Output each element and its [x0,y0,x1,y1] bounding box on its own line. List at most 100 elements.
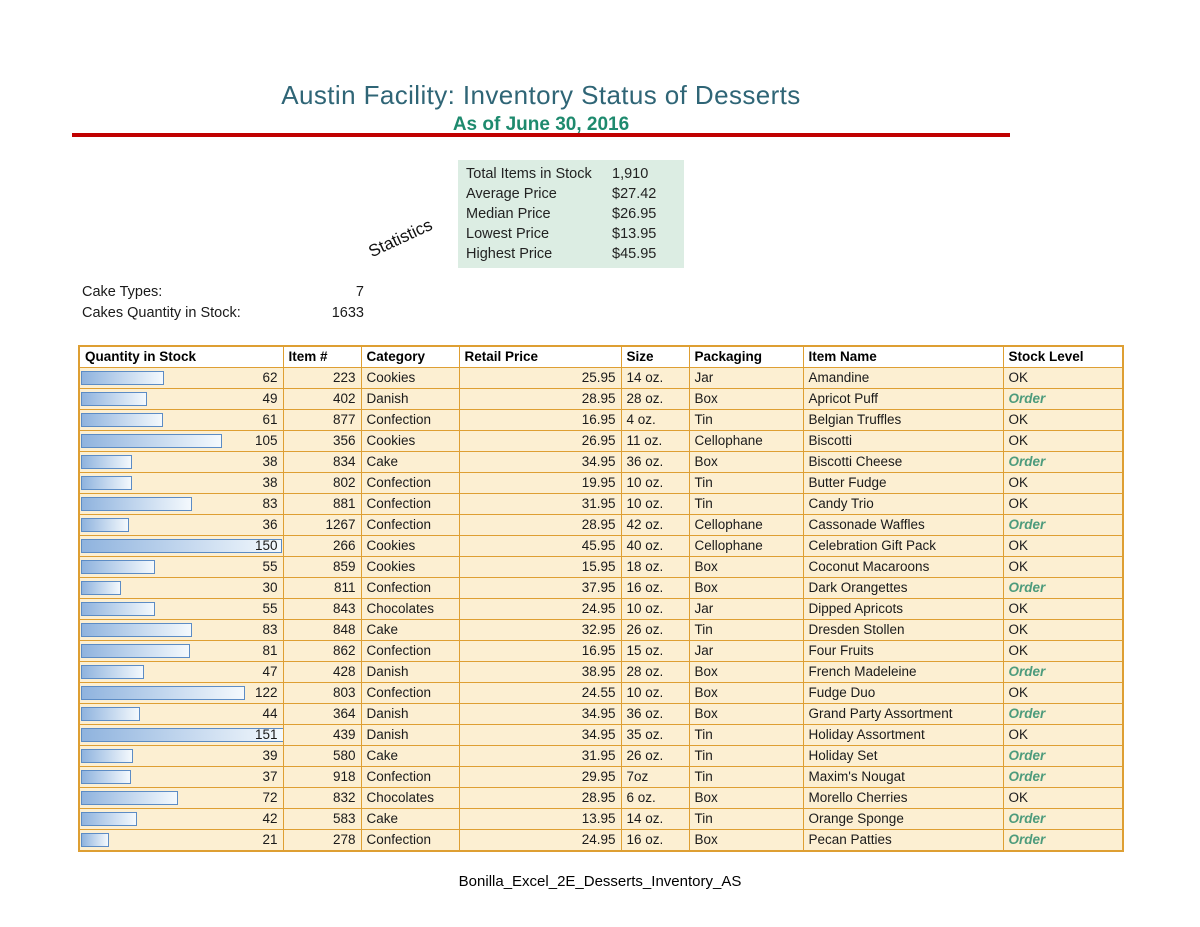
quantity-databar [81,833,110,847]
cell-stock-level: OK [1002,619,1124,641]
cell-retail-price: 29.95 [458,766,622,788]
stat-value: $45.95 [612,246,657,262]
column-header: Packaging [688,345,804,368]
cell-quantity: 83 [78,493,284,515]
cell-item-number: 834 [282,451,362,473]
cell-retail-price: 31.95 [458,745,622,767]
cell-item-number: 843 [282,598,362,620]
quantity-databar [81,644,190,658]
cell-stock-level: Order [1002,577,1124,599]
cell-size: 7oz [620,766,690,788]
cell-stock-level: Order [1002,808,1124,830]
cell-retail-price: 32.95 [458,619,622,641]
cell-item-name: Candy Trio [802,493,1004,515]
cell-item-number: 877 [282,409,362,431]
quantity-value: 39 [262,748,278,763]
cell-item-number: 811 [282,577,362,599]
table-row: 105 356 Cookies 26.95 11 oz. Cellophane Biscot… [78,430,1124,452]
cell-item-name: Celebration Gift Pack [802,535,1004,557]
cell-category: Danish [360,703,460,725]
table-row: 47 428 Danish 38.95 28 oz. Box French Madelein… [78,661,1124,683]
cell-size: 10 oz. [620,682,690,704]
quantity-value: 30 [262,580,278,595]
cell-size: 36 oz. [620,451,690,473]
cell-item-name: Dark Orangettes [802,577,1004,599]
table-row: 61 877 Confection 16.95 4 oz. Tin Belgian Truf… [78,409,1124,431]
cell-quantity: 105 [78,430,284,452]
summary-row: Cake Types: 7 [82,282,364,303]
cell-quantity: 62 [78,367,284,389]
cell-packaging: Box [688,577,804,599]
stat-row: Average Price $27.42 [466,184,676,204]
cell-item-number: 802 [282,472,362,494]
cell-size: 26 oz. [620,745,690,767]
cell-retail-price: 16.95 [458,409,622,431]
column-header: Quantity in Stock [78,345,284,368]
cell-size: 14 oz. [620,367,690,389]
cell-packaging: Box [688,787,804,809]
cell-size: 6 oz. [620,787,690,809]
cell-retail-price: 24.95 [458,598,622,620]
cell-item-number: 1267 [282,514,362,536]
cell-item-name: Biscotti Cheese [802,451,1004,473]
summary-value: 1633 [331,305,364,321]
cell-item-number: 580 [282,745,362,767]
cell-stock-level: OK [1002,682,1124,704]
cell-packaging: Jar [688,598,804,620]
cell-category: Cake [360,619,460,641]
cell-item-number: 223 [282,367,362,389]
cell-item-name: Maxim's Nougat [802,766,1004,788]
cell-size: 42 oz. [620,514,690,536]
cell-item-name: Coconut Macaroons [802,556,1004,578]
cell-packaging: Cellophane [688,430,804,452]
table-row: 81 862 Confection 16.95 15 oz. Jar Four Fruits… [78,640,1124,662]
cell-retail-price: 24.95 [458,829,622,852]
quantity-value: 105 [254,433,278,448]
quantity-value: 37 [262,769,278,784]
stat-label: Lowest Price [466,226,550,242]
cell-size: 28 oz. [620,661,690,683]
cell-size: 40 oz. [620,535,690,557]
column-header: Stock Level [1002,345,1124,368]
cell-packaging: Tin [688,745,804,767]
quantity-databar [81,665,144,679]
cell-item-name: Apricot Puff [802,388,1004,410]
cell-retail-price: 15.95 [458,556,622,578]
cell-retail-price: 25.95 [458,367,622,389]
cell-item-number: 583 [282,808,362,830]
inventory-table-body: 62 223 Cookies 25.95 14 oz. Jar Amandine OK 49 40… [78,367,1124,852]
cell-size: 10 oz. [620,493,690,515]
statistics-box: Total Items in Stock 1,910 Average Price $2… [458,160,684,268]
quantity-value: 42 [262,811,278,826]
quantity-databar [81,539,282,553]
cell-size: 11 oz. [620,430,690,452]
cell-packaging: Box [688,388,804,410]
cell-stock-level: Order [1002,745,1124,767]
cell-packaging: Tin [688,724,804,746]
cell-quantity: 55 [78,598,284,620]
cell-category: Confection [360,472,460,494]
quantity-value: 38 [262,454,278,469]
cell-packaging: Tin [688,766,804,788]
cake-summary-block: Cake Types: 7 Cakes Quantity in Stock: 1633 [82,282,364,324]
cell-quantity: 61 [78,409,284,431]
cell-item-number: 862 [282,640,362,662]
cell-retail-price: 24.55 [458,682,622,704]
cell-packaging: Tin [688,493,804,515]
quantity-databar [81,707,140,721]
cell-quantity: 55 [78,556,284,578]
cell-item-number: 918 [282,766,362,788]
table-row: 83 848 Cake 32.95 26 oz. Tin Dresden Stollen OK [78,619,1124,641]
cell-stock-level: Order [1002,514,1124,536]
cell-item-number: 859 [282,556,362,578]
quantity-databar [81,581,122,595]
cell-quantity: 39 [78,745,284,767]
quantity-databar [81,497,193,511]
cell-quantity: 83 [78,619,284,641]
cell-category: Cake [360,745,460,767]
cell-size: 35 oz. [620,724,690,746]
cell-quantity: 21 [78,829,284,852]
cell-packaging: Tin [688,619,804,641]
quantity-value: 36 [262,517,278,532]
